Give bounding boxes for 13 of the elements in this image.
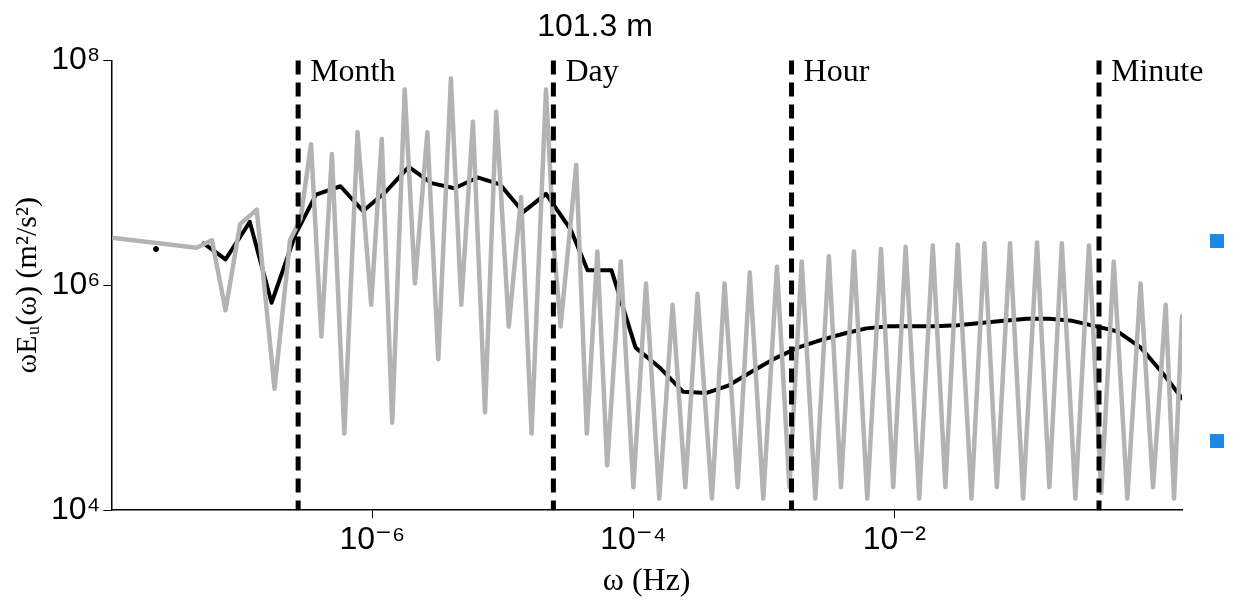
y-tick-label: 10⁸	[51, 40, 101, 77]
x-tick-label: 10⁻⁴	[600, 520, 667, 557]
ref-line-label: Hour	[803, 51, 870, 88]
ref-line-label: Minute	[1111, 51, 1204, 88]
x-tick-label: 10⁻²	[862, 520, 927, 557]
y-tick-label: 10⁴	[51, 490, 101, 527]
ref-line-label: Month	[310, 51, 396, 88]
y-tick-label: 10⁶	[51, 265, 101, 302]
chart-title: 101.3 m	[537, 7, 653, 44]
ref-line-label: Day	[565, 51, 619, 88]
x-axis-title: ω (Hz)	[602, 561, 691, 598]
y-axis-title: ωEᵤ(ω) (m²/s²)	[8, 197, 43, 374]
x-tick-label: 10⁻⁶	[339, 520, 406, 557]
